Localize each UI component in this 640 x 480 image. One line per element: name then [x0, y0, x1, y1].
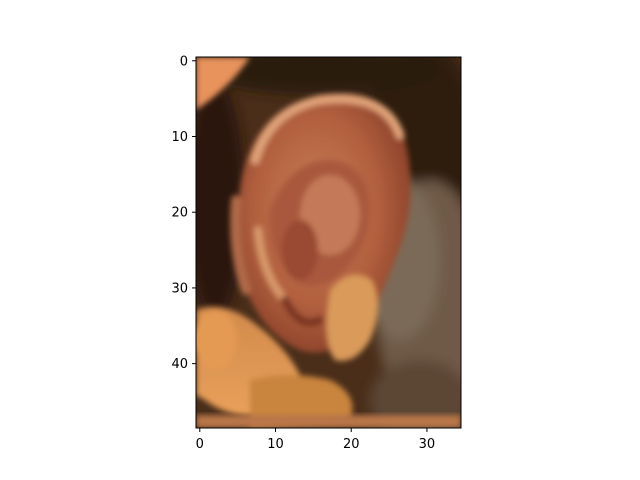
y-tick-label: 20	[171, 206, 188, 221]
y-tick-label: 30	[171, 281, 188, 296]
y-axis: 0 10 20 30 40	[171, 54, 196, 372]
y-tick-label: 40	[171, 357, 188, 372]
y-tick-label: 0	[180, 54, 188, 69]
plot-frame	[195, 56, 462, 429]
x-tick-label: 0	[196, 437, 204, 452]
ear-image	[196, 57, 461, 428]
x-tick-label: 20	[343, 437, 360, 452]
x-tick-label: 30	[419, 437, 436, 452]
x-tick-label: 10	[267, 437, 284, 452]
x-axis: 0 10 20 30	[196, 428, 436, 452]
y-tick-label: 10	[171, 130, 188, 145]
